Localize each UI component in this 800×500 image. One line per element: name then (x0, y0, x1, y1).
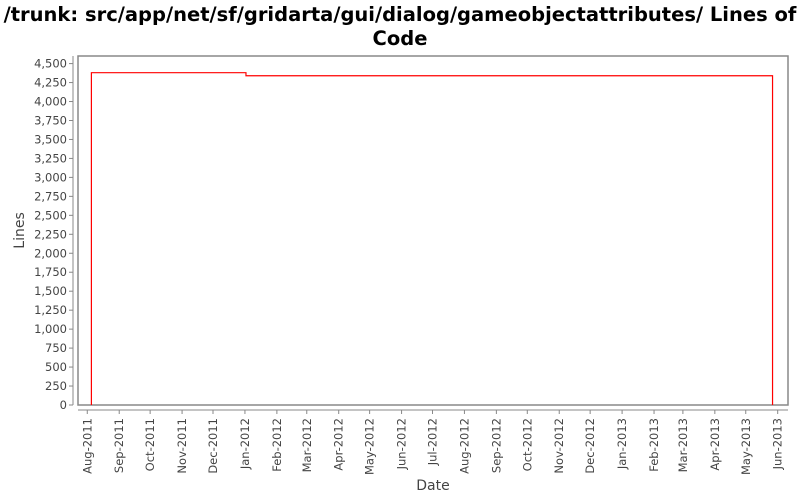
x-tick-label: Sep-2012 (489, 418, 503, 473)
x-tick-label: Aug-2012 (457, 418, 471, 474)
series-line (90, 72, 774, 405)
x-tick-label: Nov-2012 (552, 418, 566, 474)
y-tick-label: 1,000 (34, 322, 67, 336)
y-tick-label: 0 (60, 398, 67, 412)
x-tick-label: Mar-2012 (300, 418, 314, 472)
x-tick-label: Oct-2012 (520, 418, 534, 471)
y-tick-label: 3,750 (34, 113, 67, 127)
x-tick-label: Apr-2013 (708, 418, 722, 471)
x-tick-label: Aug-2011 (80, 418, 94, 474)
plot-frame (77, 55, 789, 406)
x-tick-label: Oct-2011 (143, 418, 157, 471)
x-tick-label: May-2013 (739, 418, 753, 475)
x-tick-label: Jun-2012 (395, 418, 409, 470)
y-tick-label: 2,500 (34, 208, 67, 222)
x-tick-label: Jan-2012 (238, 418, 252, 470)
x-tick-label: Feb-2013 (647, 418, 661, 472)
y-tick-label: 2,000 (34, 246, 67, 260)
x-axis-label: Date (416, 478, 449, 494)
x-tick-label: Dec-2011 (206, 418, 220, 474)
x-tick-label: Feb-2012 (270, 418, 284, 472)
y-tick-label: 750 (45, 341, 67, 355)
x-tick-label: Nov-2011 (175, 418, 189, 474)
y-axis-label: Lines (12, 212, 28, 248)
y-tick-label: 2,250 (34, 227, 67, 241)
x-tick-label: Jan-2013 (615, 418, 629, 470)
y-tick-label: 4,000 (34, 95, 67, 109)
y-tick-label: 3,500 (34, 132, 67, 146)
x-tick-label: Jun-2013 (771, 418, 785, 470)
x-tick-label: Sep-2011 (112, 418, 126, 473)
y-tick-label: 3,250 (34, 151, 67, 165)
x-tick-label: Jul-2012 (425, 418, 439, 466)
y-tick-label: 2,750 (34, 189, 67, 203)
x-tick-label: Apr-2012 (332, 418, 346, 471)
y-tick-label: 250 (45, 379, 67, 393)
y-tick-label: 3,000 (34, 170, 67, 184)
x-tick-label: Dec-2012 (583, 418, 597, 474)
x-tick-label: May-2012 (363, 418, 377, 475)
y-tick-label: 1,750 (34, 265, 67, 279)
x-tick-label: Mar-2013 (676, 418, 690, 472)
y-tick-label: 4,500 (34, 57, 67, 71)
y-tick-label: 1,250 (34, 303, 67, 317)
y-tick-label: 4,250 (34, 76, 67, 90)
y-tick-label: 500 (45, 360, 67, 374)
chart-title: /trunk: src/app/net/sf/gridarta/gui/dial… (3, 3, 797, 50)
y-tick-label: 1,500 (34, 284, 67, 298)
